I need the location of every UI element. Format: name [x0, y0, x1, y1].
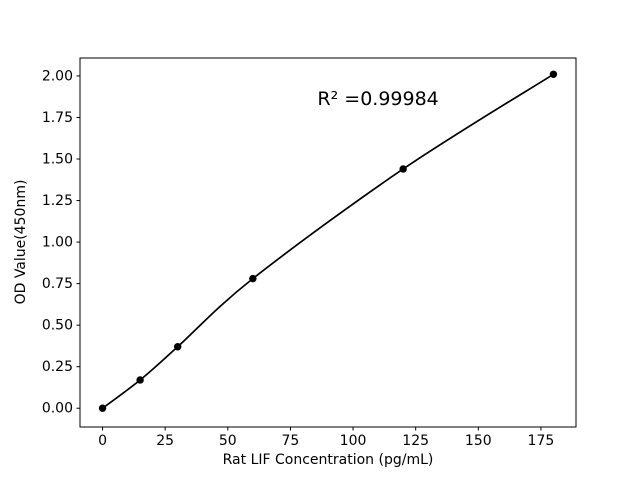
- x-axis-label: Rat LIF Concentration (pg/mL): [222, 452, 434, 468]
- x-tick-label: 100: [340, 433, 367, 449]
- y-tick-label: 1.25: [42, 193, 73, 209]
- data-point-marker: [98, 404, 107, 412]
- data-point-marker: [249, 274, 257, 283]
- r-squared-annotation: R² =0.99984: [317, 88, 439, 111]
- x-tick-label: 175: [528, 433, 555, 449]
- y-tick-label: 1.50: [42, 152, 73, 168]
- x-tick-label: 0: [98, 433, 107, 449]
- y-tick-label: 0.50: [42, 318, 73, 334]
- y-tick-label: 0.75: [42, 276, 73, 292]
- y-axis-label: OD Value(450nm): [13, 179, 29, 305]
- x-tick-label: 125: [402, 433, 429, 449]
- y-tick-label: 2.00: [42, 68, 73, 84]
- y-tick-label: 1.00: [42, 235, 73, 251]
- x-tick-label: 50: [219, 433, 237, 449]
- x-tick-label: 150: [465, 433, 492, 449]
- x-tick-label: 75: [282, 433, 300, 449]
- y-tick-label: 0.00: [42, 401, 73, 417]
- y-tick-label: 0.25: [42, 359, 73, 375]
- data-point-marker: [173, 343, 182, 351]
- data-point-marker: [136, 376, 144, 384]
- data-point-marker: [399, 165, 407, 173]
- y-tick-label: 1.75: [42, 110, 73, 126]
- data-point-marker: [549, 70, 558, 78]
- fit-curve: [101, 73, 555, 410]
- x-tick-label: 25: [156, 433, 174, 449]
- plot-border: [79, 57, 577, 428]
